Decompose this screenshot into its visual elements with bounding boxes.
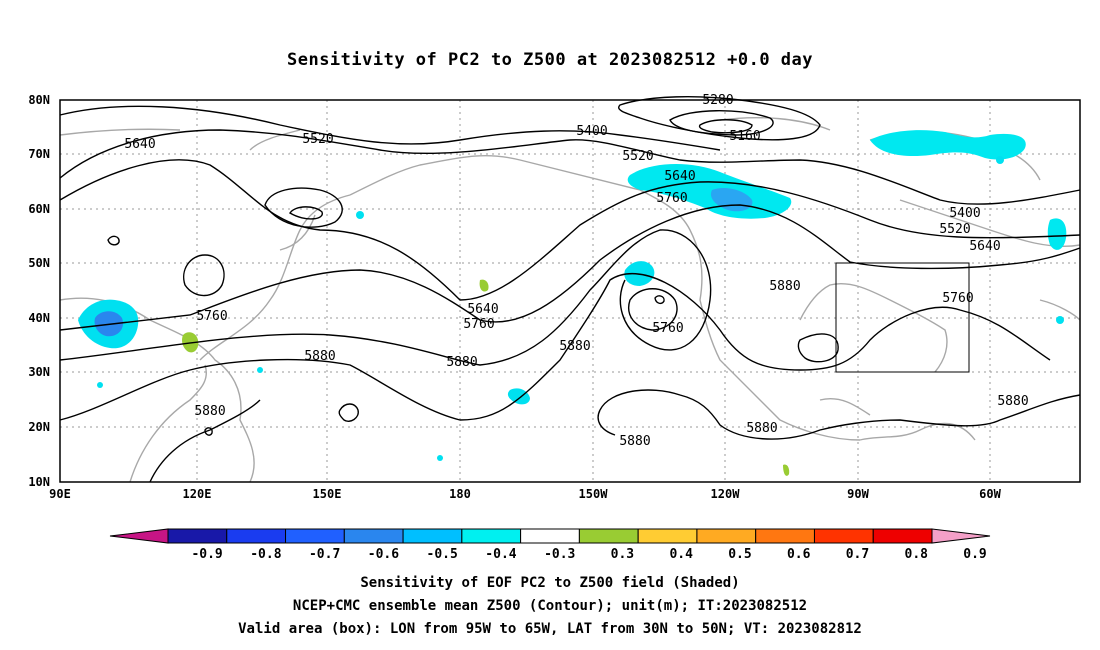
contour-label: 5640 bbox=[969, 239, 1000, 254]
caption-line-3: Valid area (box): LON from 95W to 65W, L… bbox=[238, 621, 862, 637]
colorbar-label: 0.6 bbox=[787, 547, 811, 562]
contour-label: 5640 bbox=[467, 302, 498, 317]
contour-label: 5280 bbox=[702, 93, 733, 108]
colorbar-label: -0.3 bbox=[544, 547, 575, 562]
lon-label: 60W bbox=[979, 487, 1001, 501]
contour-label: 5880 bbox=[559, 339, 590, 354]
colorbar-label: 0.9 bbox=[963, 547, 986, 562]
colorbar-left-arrow bbox=[109, 528, 169, 544]
colorbar-label: -0.8 bbox=[250, 547, 281, 562]
caption-line-2: NCEP+CMC ensemble mean Z500 (Contour); u… bbox=[292, 598, 808, 614]
colorbar-label: -0.7 bbox=[309, 547, 340, 562]
valid-area-box bbox=[835, 262, 970, 373]
contour-label: 5880 bbox=[769, 279, 800, 294]
colorbar-label: -0.5 bbox=[427, 547, 458, 562]
gridlines bbox=[60, 100, 1080, 482]
contour-label: 5760 bbox=[463, 317, 494, 332]
lat-label: 60N bbox=[28, 202, 50, 216]
colorbar-label: 0.4 bbox=[669, 547, 693, 562]
colorbar-swatch bbox=[578, 528, 639, 544]
contour-label: 5520 bbox=[622, 149, 653, 164]
longitude-labels: 90E 120E 150E 180 150W 120W 90W 60W bbox=[49, 487, 1001, 501]
height-contours bbox=[59, 96, 1081, 483]
lon-label: 120W bbox=[711, 487, 741, 501]
colorbar-swatch bbox=[696, 528, 757, 544]
colorbar-swatch bbox=[167, 528, 228, 544]
colorbar-swatch bbox=[226, 528, 287, 544]
contour-labels: 5280 5160 5400 5520 5640 5640 5520 5400 … bbox=[124, 93, 1028, 449]
contour-label: 5880 bbox=[304, 349, 335, 364]
lat-label: 50N bbox=[28, 256, 50, 270]
colorbar-label: 0.7 bbox=[846, 547, 869, 562]
lon-label: 180 bbox=[449, 487, 471, 501]
colorbar-label: 0.3 bbox=[611, 547, 634, 562]
contour-label: 5880 bbox=[619, 434, 650, 449]
sensitivity-shading bbox=[78, 130, 1067, 476]
colorbar-label: -0.9 bbox=[191, 547, 222, 562]
colorbar-swatch bbox=[285, 528, 345, 544]
colorbar-label: -0.6 bbox=[368, 547, 399, 562]
lat-label: 70N bbox=[28, 147, 50, 161]
colorbar-right-arrow bbox=[931, 528, 991, 544]
colorbar-label: -0.4 bbox=[485, 547, 516, 562]
contour-label: 5880 bbox=[746, 421, 777, 436]
colorbar-swatch bbox=[637, 528, 698, 544]
colorbar-swatch bbox=[343, 528, 404, 544]
contour-label: 5760 bbox=[656, 191, 687, 206]
lat-label: 80N bbox=[28, 93, 50, 107]
contour-label: 5520 bbox=[302, 132, 333, 147]
lat-label: 30N bbox=[28, 365, 50, 379]
map-frame bbox=[59, 99, 1081, 483]
lon-label: 90W bbox=[847, 487, 869, 501]
lon-label: 150E bbox=[313, 487, 342, 501]
colorbar-swatch bbox=[520, 528, 580, 544]
contour-label: 5880 bbox=[194, 404, 225, 419]
colorbar-swatch bbox=[872, 528, 933, 544]
colorbar-swatch bbox=[461, 528, 522, 544]
contour-label: 5400 bbox=[949, 206, 980, 221]
chart-title: Sensitivity of PC2 to Z500 at 2023082512… bbox=[286, 50, 813, 70]
lon-label: 120E bbox=[183, 487, 212, 501]
contour-label: 5400 bbox=[576, 124, 607, 139]
contour-label: 5640 bbox=[124, 137, 155, 152]
lat-label: 10N bbox=[28, 475, 50, 489]
lon-label: 150W bbox=[579, 487, 609, 501]
contour-label: 5640 bbox=[664, 169, 695, 184]
contour-label: 5880 bbox=[997, 394, 1028, 409]
contour-label: 5160 bbox=[729, 129, 760, 144]
colorbar: -0.9 -0.8 -0.7 -0.6 -0.5 -0.4 -0.3 0.3 0.4 0.5 0.6… bbox=[109, 528, 991, 562]
contour-label: 5760 bbox=[196, 309, 227, 324]
colorbar-swatch bbox=[813, 528, 874, 544]
lon-label: 90E bbox=[49, 487, 71, 501]
contour-label: 5760 bbox=[652, 321, 683, 336]
lat-label: 40N bbox=[28, 311, 50, 325]
colorbar-swatch bbox=[402, 528, 463, 544]
caption-line-1: Sensitivity of EOF PC2 to Z500 field (Sh… bbox=[360, 575, 740, 591]
colorbar-label: 0.8 bbox=[905, 547, 929, 562]
colorbar-label: 0.5 bbox=[728, 547, 751, 562]
latitude-labels: 80N 70N 60N 50N 40N 30N 20N 10N bbox=[28, 93, 50, 489]
contour-label: 5520 bbox=[939, 222, 970, 237]
contour-label: 5880 bbox=[446, 355, 477, 370]
lat-label: 20N bbox=[28, 420, 50, 434]
contour-label: 5760 bbox=[942, 291, 973, 306]
colorbar-swatch bbox=[755, 528, 815, 544]
